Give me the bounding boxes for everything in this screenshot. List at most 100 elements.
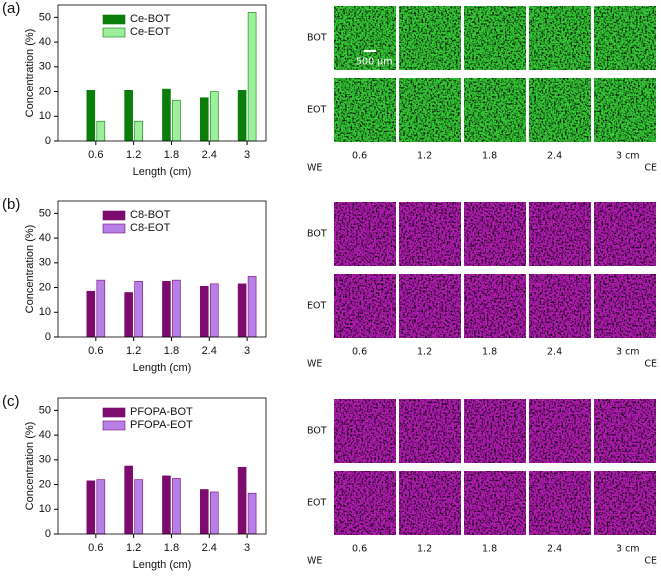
bar [247,12,257,142]
x-tick-label: 0.6 [88,542,103,554]
legend-swatch [102,14,126,25]
bar [86,290,96,338]
column-label: 0.6 [352,151,367,162]
bar [199,286,209,338]
x-tick-label: 0.6 [88,149,103,161]
y-tick-label: 10 [39,306,51,318]
micrograph-speckle [399,274,461,338]
micrograph-speckle [594,471,656,535]
bar [237,283,247,338]
row-label: BOT [307,426,327,437]
x-tick-label: 2.4 [202,149,217,161]
panel-label: (b) [2,196,20,213]
bar [209,283,219,338]
scale-bar-label: 500 µm [356,57,392,68]
plot-frame [57,4,267,142]
micrograph-speckle [334,471,396,535]
column-label: 1.2 [417,151,432,162]
x-tick-label: 3 [244,149,250,161]
micrograph-speckle [464,78,526,142]
y-tick-label: 0 [45,528,51,540]
x-axis-label: Length (cm) [133,166,192,178]
legend-label: Ce-BOT [130,13,171,25]
micrograph-speckle [529,399,591,463]
y-axis-label: Concentration (%) [24,422,36,511]
column-label: 1.8 [482,151,497,162]
end-label: WE [307,556,322,567]
bar [162,88,171,142]
y-tick-label: 0 [45,331,51,343]
micrograph-speckle [464,274,526,338]
plot-frame [57,200,267,338]
x-tick-label: 3 [244,345,250,357]
y-tick-label: 50 [39,404,51,416]
y-tick-label: 20 [39,478,51,490]
end-label: CE [644,359,657,370]
legend-label: PFOPA-EOT [130,419,193,431]
column-label: 3 cm [616,151,640,162]
column-label: 2.4 [547,151,562,162]
bar [172,99,181,142]
row-label: EOT [307,301,326,312]
legend-swatch [102,223,126,234]
x-tick-label: 0.6 [88,345,103,357]
bar [134,479,143,535]
plot-frame [57,397,267,535]
micrograph-speckle [529,471,591,535]
bar [124,465,133,535]
bar [162,475,171,535]
legend-swatch [102,210,126,221]
y-tick-label: 40 [39,429,51,441]
bar [237,90,247,142]
y-tick-label: 20 [39,85,51,97]
bar [124,292,133,338]
x-tick-label: 1.8 [164,345,179,357]
micrograph-speckle [594,6,656,70]
panel-label: (c) [2,393,20,410]
micrograph-speckle [399,6,461,70]
x-tick-label: 2.4 [202,542,217,554]
micrograph-speckle [334,78,396,142]
legend-swatch [102,420,126,431]
legend-label: Ce-EOT [130,26,171,38]
y-tick-label: 40 [39,232,51,244]
y-tick-label: 30 [39,257,51,269]
y-tick-label: 20 [39,281,51,293]
x-tick-label: 1.2 [126,149,141,161]
y-tick-label: 50 [39,11,51,23]
bar [86,480,96,535]
legend-swatch [102,27,126,38]
bar [172,279,181,338]
column-label: 1.2 [417,544,432,555]
bar [162,281,171,338]
x-axis-label: Length (cm) [133,362,192,374]
x-tick-label: 1.2 [126,542,141,554]
micrograph-speckle [464,6,526,70]
end-label: WE [307,359,322,370]
x-axis-label: Length (cm) [133,559,192,571]
bar [209,491,219,535]
bar [247,492,257,535]
y-tick-label: 10 [39,503,51,515]
end-label: WE [307,163,322,174]
micrograph-speckle [464,471,526,535]
micrograph-speckle [529,274,591,338]
legend-label: C8-BOT [130,209,171,221]
column-label: 2.4 [547,347,562,358]
row-label: EOT [307,105,326,116]
x-tick-label: 3 [244,542,250,554]
micrograph-speckle [464,399,526,463]
x-tick-label: 1.2 [126,345,141,357]
row-label: BOT [307,33,327,44]
micrograph-speckle [464,202,526,266]
legend-swatch [102,407,126,418]
row-label: EOT [307,498,326,509]
micrograph-speckle [399,399,461,463]
bar [86,90,96,142]
bar [124,90,133,142]
micrograph-speckle [594,78,656,142]
y-tick-label: 40 [39,36,51,48]
y-tick-label: 30 [39,454,51,466]
micrograph-speckle [594,202,656,266]
